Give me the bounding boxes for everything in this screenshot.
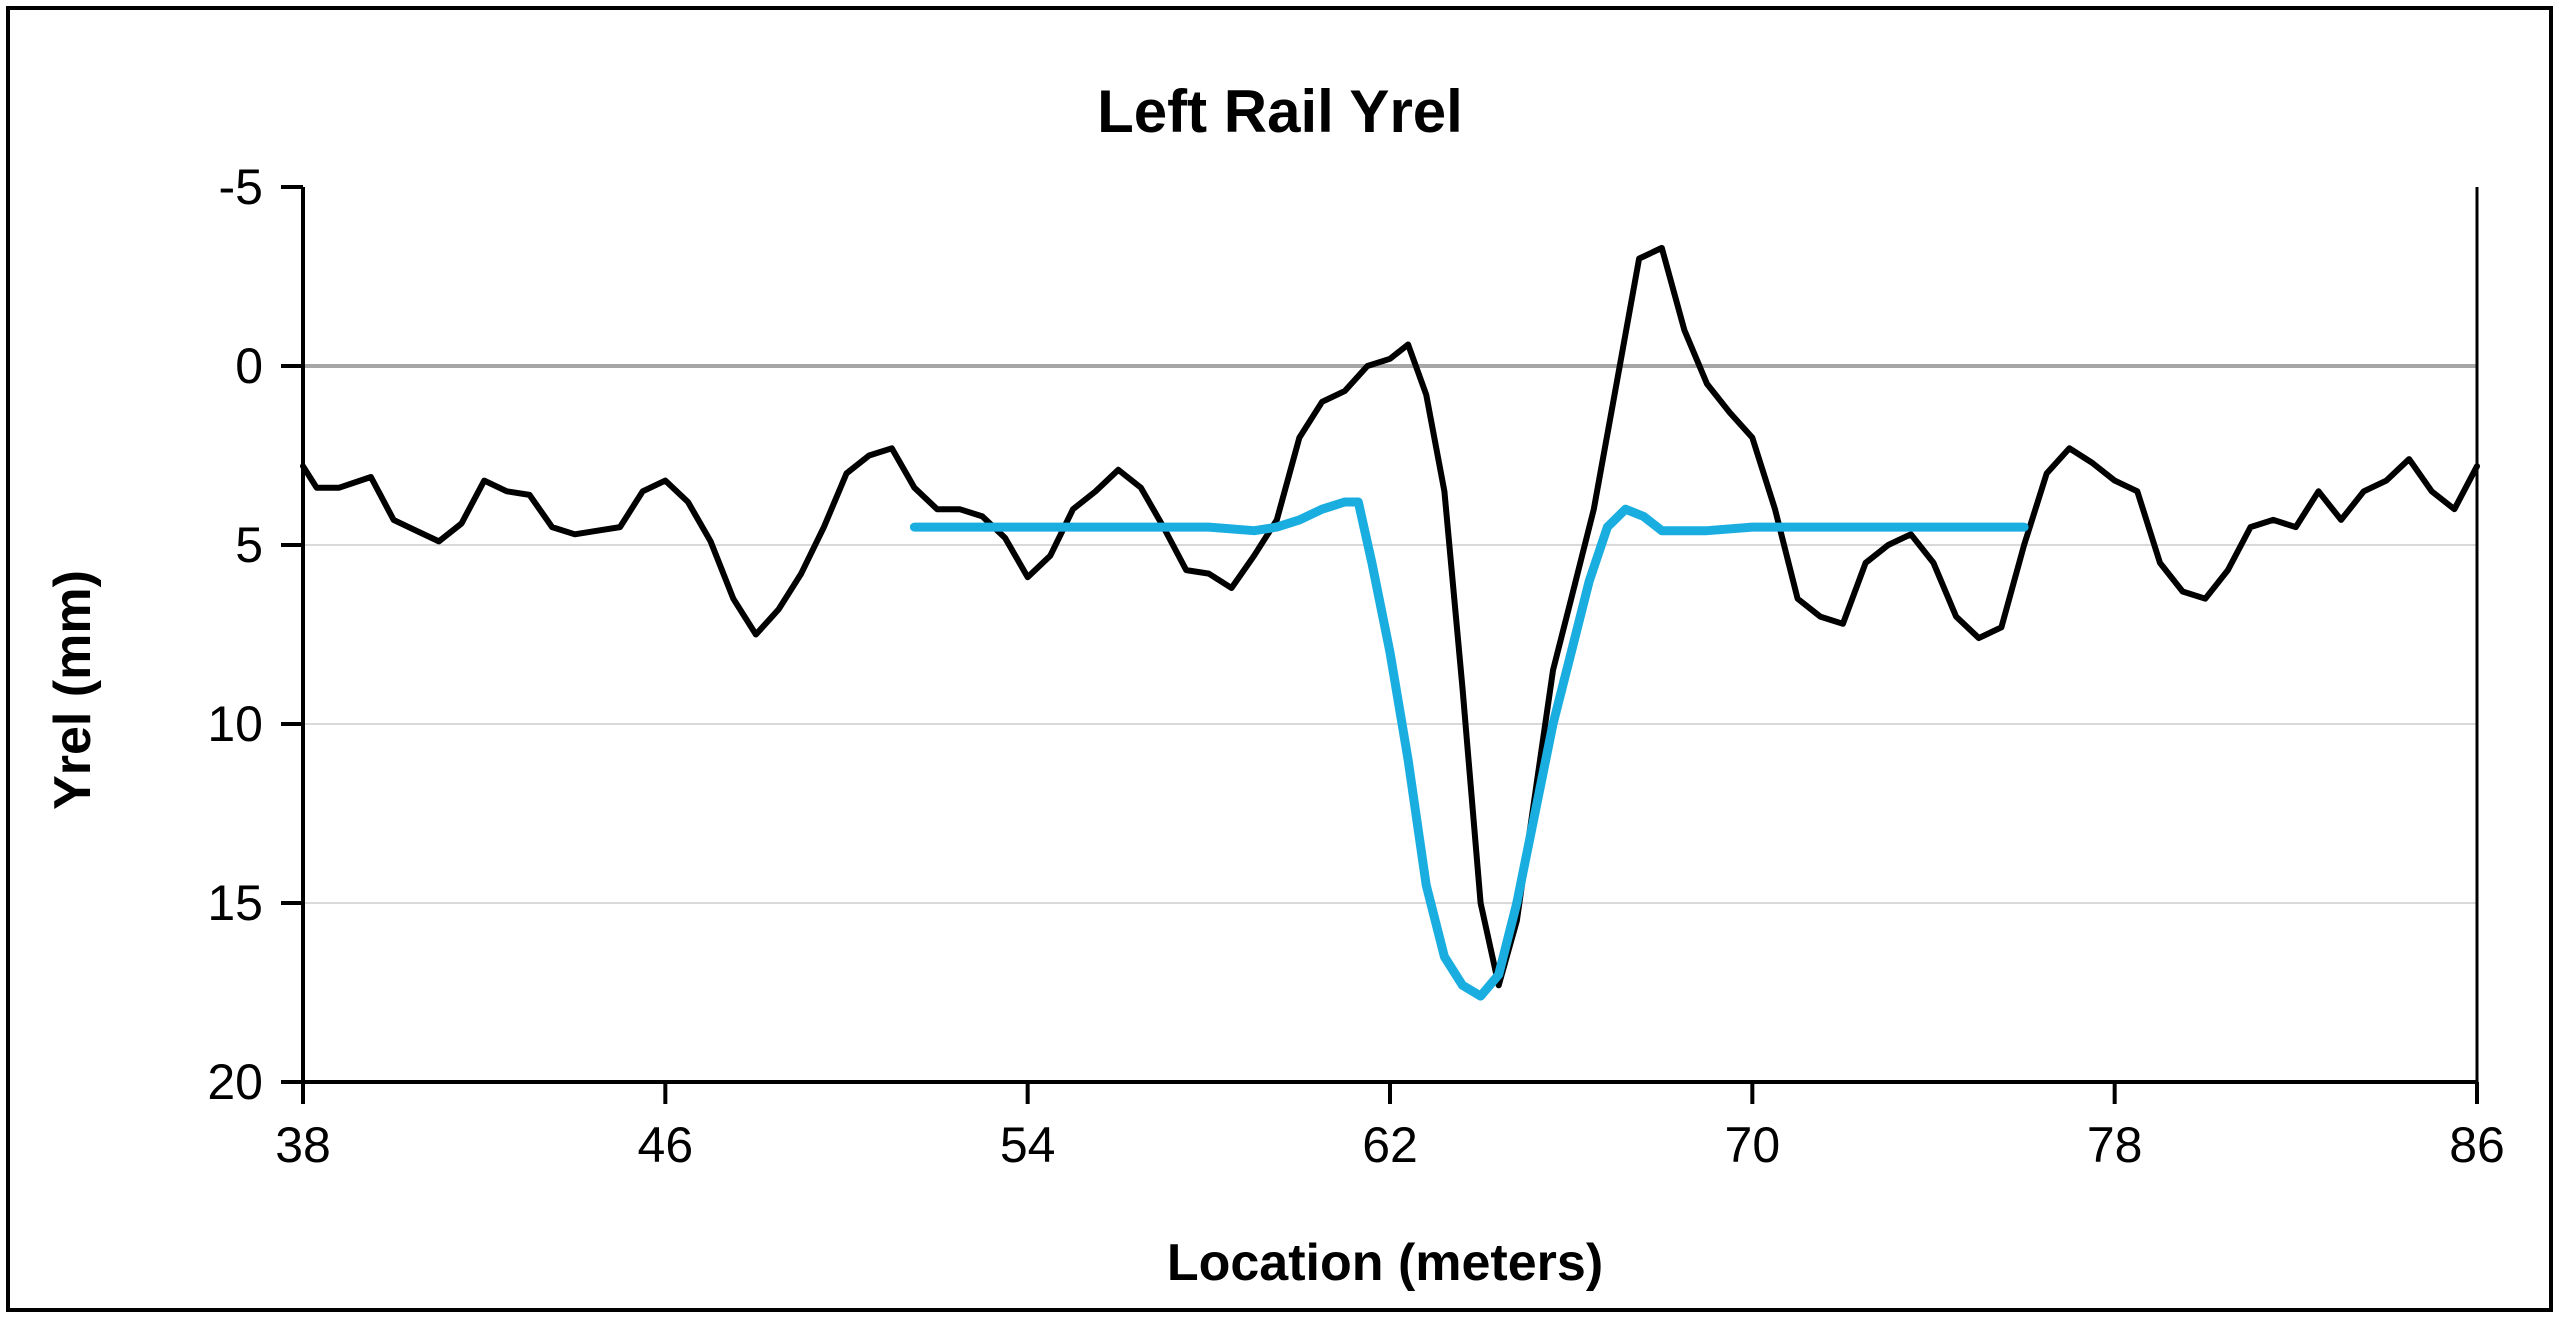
x-tick-label-0: 38 <box>275 1117 331 1173</box>
gridlines <box>303 544 2477 904</box>
x-tick-label-1: 46 <box>638 1117 694 1173</box>
x-axis-title: Location (meters) <box>1167 1234 1603 1292</box>
chart-title: Left Rail Yrel <box>1097 78 1463 145</box>
y-tick-label-0: -5 <box>219 159 263 215</box>
y-tick-label-3: 10 <box>207 696 263 752</box>
x-tick-label-6: 86 <box>2449 1117 2505 1173</box>
series-line-1 <box>909 497 2029 1001</box>
y-tick-label-2: 5 <box>235 517 263 573</box>
y-tick-label-1: 0 <box>235 338 263 394</box>
series-line-0 <box>300 244 2480 989</box>
y-tick-labels: -5 0 5 10 15 20 <box>207 159 263 1110</box>
x-tick-label-3: 62 <box>1362 1117 1418 1173</box>
x-tick-label-5: 78 <box>2087 1117 2143 1173</box>
y-tick-label-4: 15 <box>207 875 263 931</box>
x-tick-label-2: 54 <box>1000 1117 1056 1173</box>
chart-border <box>6 6 2553 1312</box>
y-axis-title: Yrel (mm) <box>44 570 102 810</box>
series-lines <box>300 244 2480 1001</box>
x-tick-label-4: 70 <box>1725 1117 1781 1173</box>
axes <box>281 185 2479 1104</box>
y-tick-label-5: 20 <box>207 1054 263 1110</box>
x-tick-labels: 38 46 54 62 70 78 86 <box>275 1117 2505 1173</box>
